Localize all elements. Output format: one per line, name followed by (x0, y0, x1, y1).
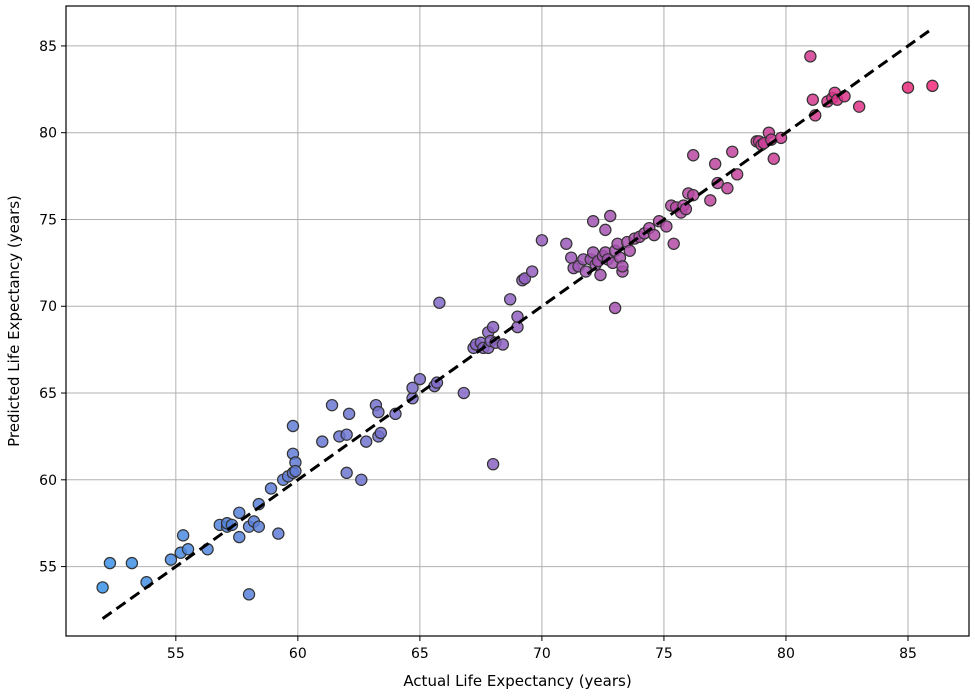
data-point (708, 157, 722, 171)
y-tick-label: 60 (39, 473, 57, 489)
data-point (721, 182, 734, 195)
data-point (730, 168, 744, 181)
data-point (594, 268, 607, 282)
grid (66, 6, 969, 636)
x-tick-label: 55 (167, 646, 185, 662)
data-point (586, 215, 600, 228)
data-point (608, 301, 622, 315)
data-point (340, 428, 353, 441)
data-point (340, 466, 353, 480)
y-tick-label: 80 (39, 126, 57, 142)
data-point (233, 530, 246, 544)
data-point (726, 145, 739, 158)
data-point (704, 194, 717, 207)
data-point (289, 464, 302, 478)
x-axis-ticks: 55 60 65 70 75 80 85 (167, 636, 917, 662)
data-point (286, 419, 300, 433)
data-point (926, 79, 939, 93)
y-axis-ticks: 55 60 65 70 75 80 85 (39, 39, 66, 576)
y-tick-label: 55 (39, 560, 57, 576)
data-point (767, 152, 780, 165)
data-point (901, 81, 915, 94)
y-tick-label: 70 (39, 299, 57, 315)
x-tick-label: 65 (411, 646, 429, 662)
y-tick-label: 85 (39, 39, 57, 55)
y-tick-label: 65 (39, 386, 57, 402)
x-tick-label: 80 (777, 646, 795, 662)
data-point (525, 265, 539, 278)
data-point (457, 386, 471, 400)
data-point (806, 93, 820, 106)
data-point (486, 457, 500, 471)
data-point (406, 381, 419, 395)
data-point (599, 223, 612, 237)
data-point (433, 296, 446, 309)
data-point (103, 556, 117, 570)
data-point (164, 553, 178, 566)
data-point (486, 320, 500, 334)
data-point (325, 398, 339, 412)
data-point (604, 209, 617, 223)
data-point (125, 556, 139, 570)
data-point (560, 237, 573, 250)
data-point (616, 260, 629, 273)
data-point (389, 407, 402, 421)
data-point (535, 234, 549, 247)
data-point (503, 293, 517, 306)
x-tick-label: 85 (899, 646, 917, 662)
data-point (413, 372, 427, 386)
data-point (264, 482, 278, 495)
data-point (355, 473, 368, 487)
data-point (96, 581, 109, 594)
data-point (496, 338, 510, 351)
data-point (623, 244, 636, 257)
data-point (359, 435, 373, 448)
data-point (176, 529, 190, 542)
data-point (804, 50, 817, 63)
data-point (233, 506, 246, 519)
data-point (647, 228, 661, 242)
x-tick-label: 70 (533, 646, 551, 662)
y-tick-label: 75 (39, 212, 57, 228)
data-point (660, 220, 673, 233)
data-point (372, 405, 385, 419)
y-axis-label: Predicted Life Expectancy (years) (5, 195, 23, 447)
data-point (511, 310, 524, 323)
data-point (272, 527, 285, 540)
plot-frame (65, 5, 970, 637)
data-point (342, 407, 356, 421)
data-point (687, 149, 700, 162)
x-axis-label: Actual Life Expectancy (years) (403, 672, 631, 690)
data-point (316, 435, 329, 448)
data-point (181, 543, 195, 556)
x-tick-label: 60 (289, 646, 307, 662)
data-point (252, 520, 266, 533)
data-point (852, 100, 866, 113)
data-point (242, 588, 256, 601)
x-tick-label: 75 (655, 646, 673, 662)
data-point (667, 237, 680, 250)
data-point (374, 426, 388, 440)
